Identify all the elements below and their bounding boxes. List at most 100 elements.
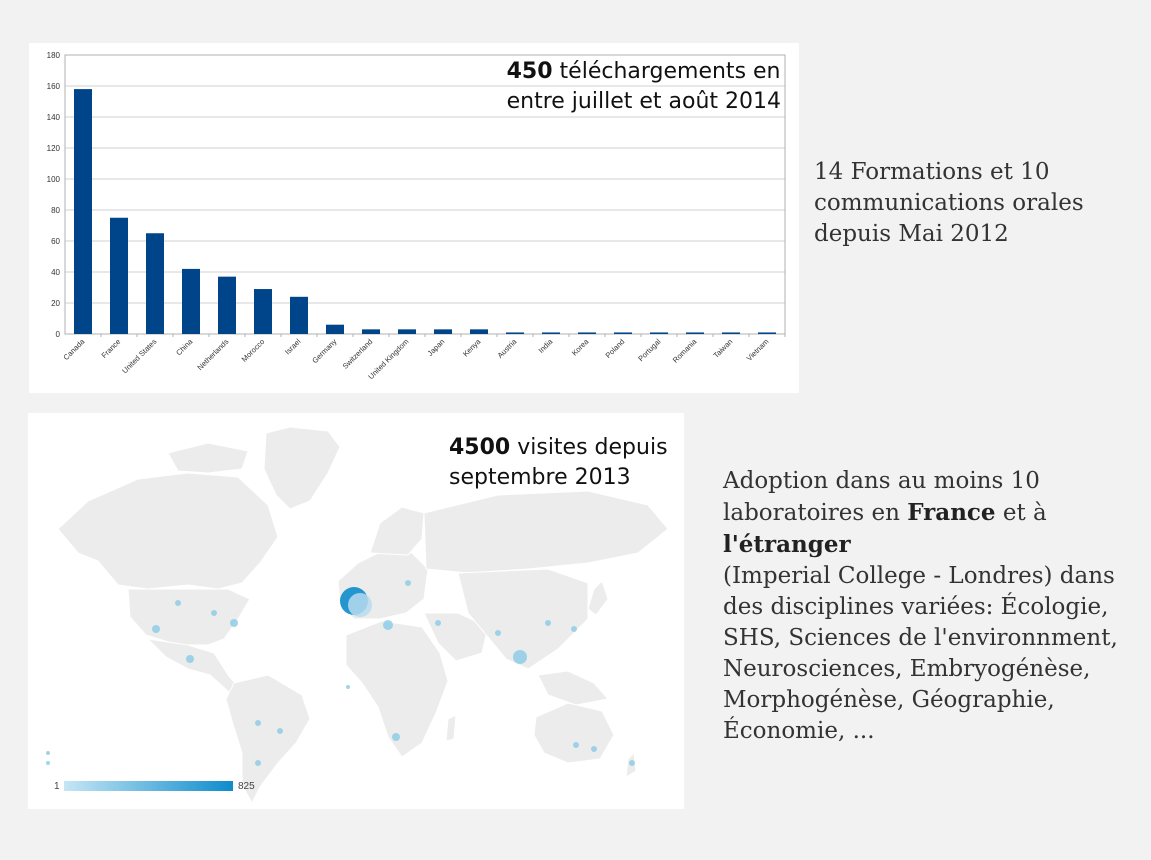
- x-tick-label: Kenya: [461, 336, 483, 358]
- visit-dot: [545, 620, 551, 626]
- bar-china: [182, 268, 200, 334]
- x-tick-label: Portugal: [636, 337, 662, 363]
- bar-france: [110, 217, 128, 334]
- bar-united-kingdom: [398, 329, 416, 334]
- visit-dot: [405, 580, 411, 586]
- bar-romania: [686, 332, 704, 334]
- visits-title-rest: visites depuis: [510, 435, 668, 460]
- adoption-bold-etranger: l'étranger: [723, 531, 851, 558]
- australia-shape: [533, 702, 615, 764]
- bar-japan: [434, 329, 452, 334]
- visit-dot: [571, 626, 577, 632]
- adoption-mid: et à: [995, 500, 1047, 526]
- x-tick-label: Taiwan: [712, 337, 735, 360]
- bar-morocco: [254, 289, 272, 334]
- visit-dot: [573, 742, 579, 748]
- visit-dot: [495, 630, 501, 636]
- world-visits-map: [46, 426, 669, 805]
- visit-dot: [46, 751, 50, 755]
- bar-kenya: [470, 329, 488, 334]
- greenland-shape: [263, 426, 341, 510]
- y-tick-label: 120: [47, 144, 61, 153]
- visit-dot: [383, 620, 393, 630]
- x-tick-label: France: [100, 337, 123, 360]
- y-tick-label: 140: [47, 113, 61, 122]
- japan-shape: [587, 580, 609, 616]
- visit-dot: [46, 761, 50, 765]
- scandinavia-shape: [369, 506, 425, 556]
- madagascar-shape: [445, 714, 457, 742]
- visits-count: 4500: [449, 435, 511, 460]
- africa-shape: [345, 620, 449, 758]
- adoption-rest: (Imperial College - Londres) dans des di…: [723, 563, 1118, 744]
- bar-vietnam: [758, 332, 776, 334]
- downloads-chart-panel: 0 20 40 60 80 100 120 140 160 180 Canada France Unit…: [29, 43, 799, 393]
- downloads-title-line2: entre juillet et août 2014: [506, 89, 781, 114]
- x-tick-label: Poland: [604, 337, 627, 360]
- legend-min-label: 1: [54, 781, 60, 792]
- adoption-line1: Adoption dans au moins 10 laboratoires e…: [723, 468, 1040, 526]
- x-tick-label: Netherlands: [195, 337, 230, 372]
- visit-dot: [392, 733, 400, 741]
- formations-text: 14 Formations et 10 communications orale…: [814, 159, 1084, 247]
- north-asia-shape: [423, 490, 669, 574]
- visit-dot: [346, 685, 350, 689]
- arctic-islands-shape: [167, 442, 249, 474]
- bar-korea: [578, 332, 596, 334]
- visits-title-line2: septembre 2013: [449, 465, 631, 490]
- downloads-count: 450: [506, 59, 553, 84]
- visit-dot: [175, 600, 181, 606]
- downloads-title-rest: téléchargements en: [552, 59, 781, 84]
- x-tick-label: Germany: [310, 337, 338, 365]
- visit-dot: [348, 593, 372, 617]
- x-tick-label: Austria: [496, 336, 519, 359]
- usa-shape: [127, 588, 251, 646]
- bar-netherlands: [218, 276, 236, 334]
- y-tick-label: 20: [51, 299, 60, 308]
- bar-taiwan: [722, 332, 740, 334]
- visit-dot: [186, 655, 194, 663]
- visit-dot: [230, 619, 238, 627]
- y-tick-label: 180: [47, 51, 61, 60]
- downloads-bar-chart: 0 20 40 60 80 100 120 140 160 180 Canada FranceUnit…: [47, 51, 786, 381]
- y-tick-label: 0: [56, 330, 61, 339]
- bar-austria: [506, 332, 524, 334]
- visit-dot: [211, 610, 217, 616]
- southeast-asia-shape: [537, 670, 609, 706]
- north-america-north-shape: [57, 472, 279, 590]
- x-tick-label: Canada: [61, 336, 87, 362]
- legend-gradient-bar: [64, 781, 233, 791]
- y-tick-label: 80: [51, 206, 60, 215]
- bar-switzerland: [362, 329, 380, 334]
- visit-dot: [435, 620, 441, 626]
- bar-united-states: [146, 233, 164, 334]
- x-tick-label: Israel: [283, 337, 303, 357]
- visit-dot: [277, 728, 283, 734]
- visit-dot: [152, 625, 160, 633]
- x-tick-label: India: [537, 336, 555, 354]
- x-tick-label: Korea: [570, 336, 591, 357]
- bar-poland: [614, 332, 632, 334]
- y-tick-label: 160: [47, 82, 61, 91]
- south-asia-shape: [457, 568, 589, 670]
- x-tick-label: China: [174, 336, 195, 357]
- bar-canada: [74, 89, 92, 334]
- x-tick-label: Switzerland: [341, 337, 375, 371]
- legend-max-label: 825: [238, 781, 255, 792]
- y-tick-label: 100: [47, 175, 61, 184]
- bar-israel: [290, 296, 308, 334]
- south-america-shape: [225, 674, 311, 805]
- bar-portugal: [650, 332, 668, 334]
- downloads-title: 450 téléchargements en entre juillet et …: [507, 57, 781, 117]
- x-tick-label: Vietnam: [745, 337, 771, 363]
- x-tick-label: Morocco: [240, 337, 267, 364]
- x-tick-label: Romania: [671, 336, 699, 364]
- y-tick-label: 60: [51, 237, 60, 246]
- x-tick-label: United States: [120, 337, 158, 375]
- visit-dot: [591, 746, 597, 752]
- bar-india: [542, 332, 560, 334]
- y-tick-label: 40: [51, 268, 60, 277]
- visit-dot: [255, 760, 261, 766]
- adoption-text: Adoption dans au moins 10 laboratoires e…: [723, 466, 1143, 747]
- visit-dot: [255, 720, 261, 726]
